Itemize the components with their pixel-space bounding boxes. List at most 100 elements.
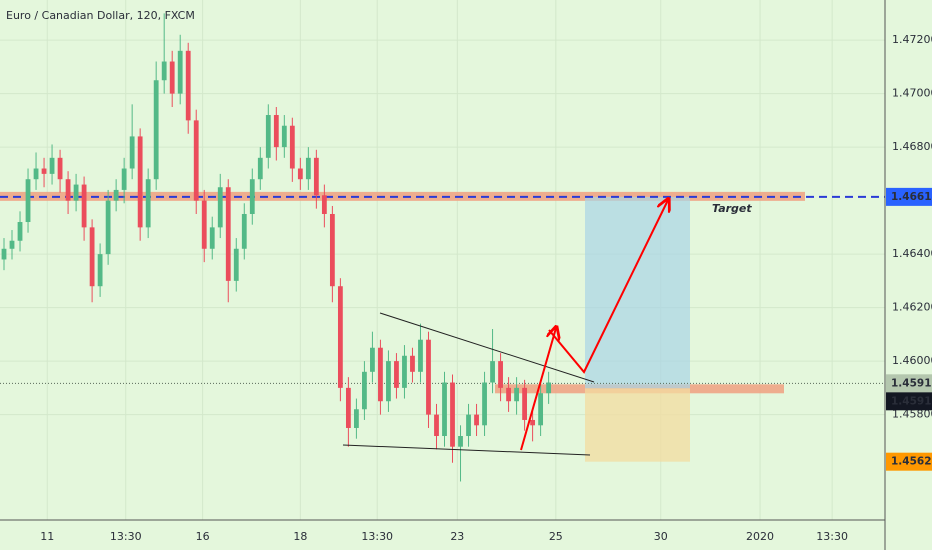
candle-body [514,387,519,402]
candle-body [153,80,159,180]
resistance-zone [0,191,805,201]
candle-body [225,187,231,281]
candle-body [466,414,471,437]
price-tag [886,452,932,471]
candle-body [474,414,479,426]
candle-body [530,419,536,426]
candle-body [185,50,191,121]
candle-body [386,361,391,402]
y-tick-label: 1.46400 [892,247,932,260]
candle-body [145,179,151,228]
candle-body [57,157,63,180]
candle-body [65,179,71,201]
x-tick-label: 13:30 [110,530,142,543]
x-tick-label: 13:30 [816,530,848,543]
stop-area [585,388,690,462]
candle-body [313,157,319,196]
x-tick-label: 25 [549,530,563,543]
candle-body [137,136,143,228]
y-tick-label: 1.45800 [892,408,932,421]
candle-body [434,414,439,437]
x-tick-label: 18 [293,530,307,543]
x-tick-label: 2020 [746,530,774,543]
candle-body [25,179,31,223]
trend-line [342,444,591,456]
candle-body [402,355,407,388]
target-area [585,196,690,389]
candle-body [89,227,95,287]
candle-body [273,115,279,148]
candle-body [506,387,511,402]
y-tick-label: 1.47200 [892,33,932,46]
candle-body [97,254,103,287]
candle-body [378,347,383,402]
candle-body [538,393,544,426]
candle-body [49,157,55,174]
price-tag-label: 1.45916 [891,395,932,407]
candle-body [121,168,127,190]
candle-body [345,387,351,428]
y-tick-label: 1.46800 [892,140,932,153]
price-tag-label: 1.45917 [891,377,932,389]
candle-body [321,195,327,214]
chart-title: Euro / Canadian Dollar, 120, FXCM [6,9,195,22]
candle-body [394,361,399,388]
candle-body [265,115,271,158]
candle-body [410,355,415,372]
candle-body [113,189,119,201]
candle-body [354,409,359,428]
candle-body [105,200,111,255]
arrow [520,328,556,451]
candle-body [217,187,223,228]
price-tag [886,187,932,206]
price-tag-label: 1.46614 [891,191,932,203]
candle-body [161,61,167,81]
candle-body [522,387,527,420]
candle-body [81,184,87,228]
candle-body [426,339,431,415]
candle-body [442,382,447,437]
x-tick-label: 30 [654,530,668,543]
y-tick-label: 1.47000 [892,87,932,100]
arrow [548,200,668,374]
candle-body [418,339,423,372]
candle-body [241,213,247,249]
candle-body [177,50,183,94]
candle-body [329,213,335,287]
candle-body [201,200,207,249]
price-tag [886,392,932,411]
y-tick-label: 1.46200 [892,301,932,314]
candle-body [305,157,311,180]
candle-body [498,361,503,388]
candle-body [9,240,15,249]
annotation: Target [712,202,752,215]
candle-body [490,361,495,383]
candle-body [169,61,175,94]
candle-body [41,168,47,174]
candle-body [362,371,367,410]
x-tick-label: 23 [450,530,464,543]
candle-body [33,168,39,180]
price-tag-label: 1.45624 [891,456,932,468]
y-tick-label: 1.46000 [892,354,932,367]
candle-body [482,382,487,426]
candle-body [73,184,79,201]
candle-body [281,125,287,148]
candle-body [209,227,215,249]
candle-body [337,286,343,388]
candle-body [193,120,199,201]
candle-body [546,382,552,394]
candle-body [370,347,375,372]
candle-body [233,248,239,281]
trend-line [379,312,595,383]
x-tick-label: 11 [40,530,54,543]
candle-body [17,222,23,241]
x-tick-label: 16 [196,530,210,543]
candle-body [249,179,255,214]
candle-body [297,168,303,180]
candle-body [1,248,7,260]
price-tag [886,374,932,393]
candle-body [458,436,463,447]
